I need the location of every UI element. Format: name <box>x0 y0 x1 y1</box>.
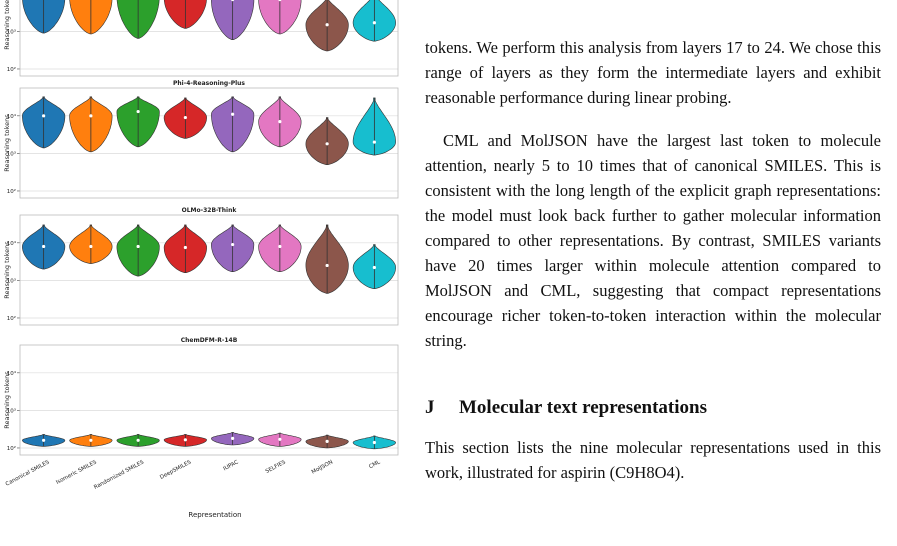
median <box>136 438 140 442</box>
median <box>136 244 140 249</box>
x-tick-label: IUPAC <box>223 459 240 472</box>
panel-frame <box>19 87 399 199</box>
median <box>278 0 282 2</box>
median <box>231 436 235 440</box>
violins <box>22 432 396 450</box>
y-axis-label: Reasoning tokens <box>3 241 11 299</box>
y-axis-label: Reasoning tokens <box>3 0 11 50</box>
median <box>278 244 282 249</box>
median <box>231 0 235 2</box>
x-tick-label: MolJSON <box>311 459 334 475</box>
y-tick-label: 10⁴ <box>7 370 17 377</box>
median <box>231 242 235 247</box>
median <box>372 21 376 25</box>
y-tick-label: 10³ <box>7 28 16 35</box>
median <box>372 140 376 144</box>
x-axis-label: Representation <box>188 511 241 519</box>
violins <box>22 224 396 294</box>
x-tick-label: Isomeric SMILES <box>55 459 98 486</box>
median <box>278 437 282 441</box>
section-heading: J Molecular text representations <box>425 395 881 420</box>
x-tick-label: CML <box>368 459 382 470</box>
y-tick-label: 10² <box>7 445 16 452</box>
y-tick-label: 10² <box>7 188 16 195</box>
section-number: J <box>425 397 435 418</box>
violins <box>22 0 396 52</box>
median <box>183 245 187 250</box>
median <box>89 244 93 249</box>
violins <box>22 96 396 165</box>
y-tick-label: 10⁴ <box>7 240 17 247</box>
y-axis-label: Reasoning tokens <box>3 114 11 172</box>
x-tick-label: SELFIES <box>265 459 287 475</box>
section-title: Molecular text representations <box>459 397 708 418</box>
panel-title: Phi-4-Reasoning-Plus <box>173 80 245 87</box>
y-tick-label: 10³ <box>7 407 16 414</box>
median <box>325 439 329 443</box>
x-tick-label: DeepSMILES <box>159 459 193 481</box>
y-tick-label: 10³ <box>7 277 16 284</box>
y-axis-label: Reasoning tokens <box>3 371 11 429</box>
y-tick-label: 10² <box>7 66 16 73</box>
y-tick-label: 10³ <box>7 150 16 157</box>
median <box>183 115 187 120</box>
paragraph: This section lists the nine molecular re… <box>425 438 881 482</box>
median <box>278 120 282 124</box>
x-tick-label: Canonical SMILES <box>5 459 51 487</box>
median <box>183 438 187 442</box>
median <box>136 109 140 114</box>
median <box>42 114 46 118</box>
y-tick-label: 10² <box>7 315 16 322</box>
median <box>231 112 235 116</box>
median <box>42 244 46 249</box>
median <box>372 440 376 445</box>
median <box>42 438 46 442</box>
y-tick-label: 10⁴ <box>7 113 17 120</box>
panel-title: OLMo-32B-Think <box>182 207 238 214</box>
panel-frame <box>19 214 399 326</box>
paragraph: tokens. We perform this analysis from la… <box>425 38 881 107</box>
median <box>372 265 376 270</box>
median <box>89 438 93 442</box>
x-tick-label: Randomized SMILES <box>93 459 145 491</box>
panel-title: ChemDFM-R-14B <box>181 337 238 344</box>
median <box>325 23 329 27</box>
median <box>325 142 329 146</box>
median <box>325 263 329 268</box>
panel-frame <box>19 0 399 77</box>
text-column: tokens. We perform this analysis from la… <box>425 35 881 485</box>
median <box>89 114 93 118</box>
paragraph: CML and MolJSON have the largest last to… <box>425 131 881 350</box>
panel-frame <box>19 344 399 456</box>
